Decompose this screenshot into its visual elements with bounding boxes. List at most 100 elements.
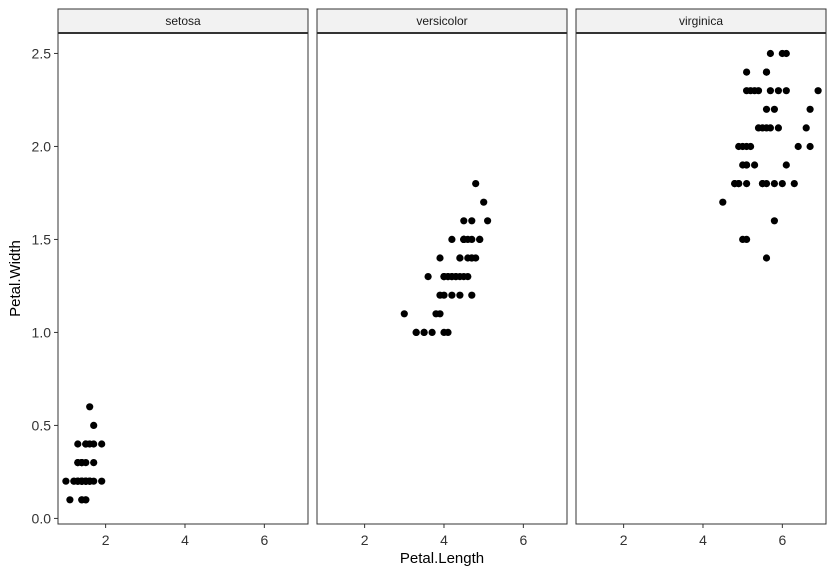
data-point [719,198,727,206]
data-point [472,180,480,188]
data-point [66,496,74,504]
data-point [460,217,468,225]
data-point [468,235,476,243]
data-point [78,477,86,485]
data-point [806,105,814,113]
data-point [484,217,492,225]
data-point [790,180,798,188]
data-point [770,180,779,188]
data-point [770,217,779,225]
data-point [743,68,751,76]
panel-border [575,32,827,525]
x-tick-label: 6 [260,532,268,548]
data-point [782,161,790,169]
data-point [770,105,779,113]
data-point [98,477,106,485]
data-point [420,328,428,336]
data-point [754,124,763,132]
x-tick-label: 6 [519,532,527,548]
x-tick-label: 2 [102,532,110,548]
data-point [448,291,456,299]
x-tick-label: 6 [778,532,786,548]
data-point [739,161,747,169]
data-point [758,180,767,188]
data-point [774,124,783,132]
data-point [743,180,751,188]
data-point [747,87,755,95]
data-point [762,105,771,113]
data-point [460,235,468,243]
data-point [456,291,464,299]
data-point [806,142,814,151]
facet-strip-setosa [57,8,309,34]
data-point [440,291,448,299]
facet-panel-versicolor: versicolor 2 4 6 [316,8,568,548]
facet-strip-label: versicolor [416,14,467,28]
data-point [782,49,790,58]
data-point [754,87,763,95]
data-point [766,87,775,95]
data-point [448,235,456,243]
facet-strip-versicolor [316,8,568,34]
data-point [762,124,771,132]
x-tick-label: 4 [440,532,448,548]
data-point [735,142,743,151]
data-point [98,440,106,448]
data-point [452,273,460,281]
x-tick-label: 2 [620,532,628,548]
facet-strip-label: virginica [679,14,723,28]
data-point [762,254,771,262]
data-point [766,49,775,58]
data-point [400,310,408,318]
y-tick-label: 2.5 [32,45,52,61]
y-tick-label: 1.0 [32,324,52,340]
data-point [747,142,755,151]
data-point [751,161,759,169]
data-point [794,142,802,151]
x-tick-label: 4 [181,532,189,548]
data-point [731,180,739,188]
data-point [480,198,488,206]
facet-panel-setosa: setosa 2 4 6 [57,8,309,548]
facet-strip-virginica [575,8,827,34]
data-point [436,254,444,262]
facet-panel-virginica: virginica 2 4 6 [575,8,827,548]
data-point [428,328,436,336]
panel-border [57,32,309,525]
data-point [444,328,452,336]
data-point [778,180,786,188]
data-point [90,421,98,429]
data-point [432,310,440,318]
data-point [82,440,90,448]
x-tick-label: 2 [361,532,369,548]
data-point [774,87,783,95]
y-tick-label: 0.5 [32,417,52,433]
data-point [472,254,480,262]
y-tick-label: 2.0 [32,138,52,154]
data-point [456,254,464,262]
x-tick-label: 4 [699,532,707,548]
data-point [74,440,82,448]
x-axis-title: Petal.Length [400,550,484,567]
data-point [62,477,70,485]
data-point [412,328,420,336]
data-point [90,459,98,467]
facet-strip-label: setosa [165,14,201,28]
data-point [782,87,790,95]
y-tick-label: 0.0 [32,510,52,526]
data-point [444,273,452,281]
y-tick-label: 1.5 [32,231,52,247]
y-axis-title: Petal.Width [7,240,24,317]
data-point [468,291,476,299]
data-point [468,217,476,225]
y-axis: 0.0 0.5 1.0 1.5 2.0 2.5 [32,45,58,526]
data-point [762,68,771,76]
data-point [78,459,86,467]
data-point [464,273,472,281]
data-point [814,87,822,95]
data-point [802,124,810,132]
data-point [86,403,94,411]
data-point [464,254,472,262]
data-point [78,496,86,504]
